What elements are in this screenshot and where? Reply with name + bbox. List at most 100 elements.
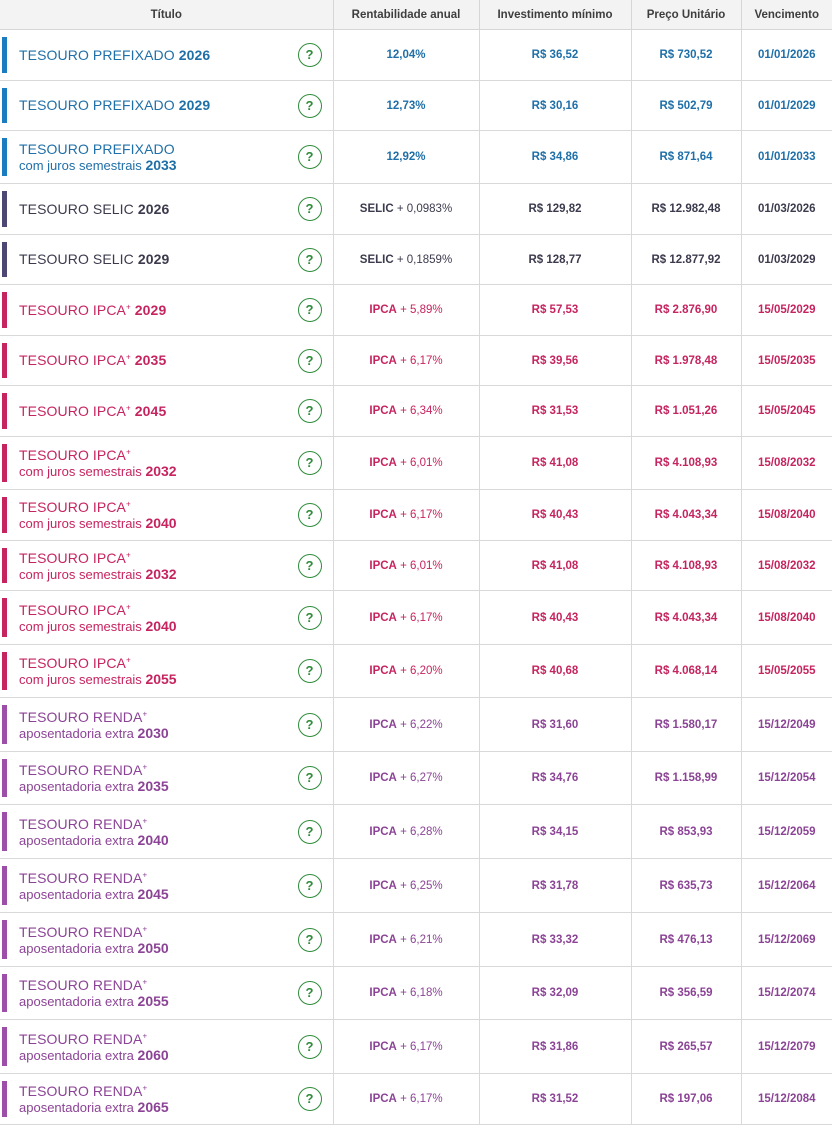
bond-title-cell[interactable]: TESOURO IPCA+ com juros semestrais 2040?	[0, 489, 334, 541]
bond-title-cell[interactable]: TESOURO IPCA+ com juros semestrais 2032?	[0, 540, 334, 591]
bond-title-cell[interactable]: TESOURO IPCA+ com juros semestrais 2032?	[0, 436, 334, 490]
bond-title-cell[interactable]: TESOURO RENDA+ aposentadoria extra 2030?	[0, 697, 334, 752]
category-color-bar	[2, 393, 7, 429]
bond-name: TESOURO PREFIXADO	[19, 141, 175, 157]
bond-year: 2040	[145, 515, 177, 531]
header-maturity[interactable]: Vencimento	[741, 0, 832, 30]
min-investment-cell: R$ 34,76	[479, 751, 632, 805]
help-question-icon[interactable]: ?	[297, 1087, 322, 1111]
help-question-icon[interactable]: ?	[297, 766, 322, 790]
maturity-cell: 15/05/2045	[741, 385, 832, 437]
help-question-icon[interactable]: ?	[297, 43, 322, 67]
category-color-bar	[2, 1027, 7, 1066]
table-row[interactable]: TESOURO SELIC 2029? SELIC + 0,1859% R$ 128…	[0, 234, 832, 285]
bond-title-cell[interactable]: TESOURO IPCA+ com juros semestrais 2040?	[0, 590, 334, 645]
table-row[interactable]: TESOURO IPCA+ com juros semestrais 2032? I…	[0, 540, 832, 591]
bond-title-cell[interactable]: TESOURO IPCA+ 2029?	[0, 284, 334, 336]
help-question-icon[interactable]: ?	[297, 712, 322, 737]
bond-subtitle: aposentadoria extra	[19, 725, 134, 741]
bond-title-cell[interactable]: TESOURO SELIC 2026?	[0, 183, 334, 235]
bond-title-cell[interactable]: TESOURO RENDA+ aposentadoria extra 2065?	[0, 1073, 334, 1125]
unit-price-cell: R$ 871,64	[631, 130, 742, 184]
table-row[interactable]: TESOURO IPCA+ com juros semestrais 2040? I…	[0, 590, 832, 645]
help-question-icon[interactable]: ?	[297, 1034, 322, 1059]
help-question-icon[interactable]: ?	[297, 927, 322, 952]
rate-value: + 5,89%	[396, 304, 443, 316]
table-row[interactable]: TESOURO RENDA+ aposentadoria extra 2050? I…	[0, 912, 832, 967]
header-rate[interactable]: Rentabilidade anual	[333, 0, 480, 30]
help-question-icon[interactable]: ?	[297, 605, 322, 630]
bond-title-cell[interactable]: TESOURO SELIC 2029?	[0, 234, 334, 285]
bond-name: TESOURO SELIC	[19, 200, 134, 217]
bond-year: 2035	[137, 778, 169, 794]
table-row[interactable]: TESOURO RENDA+ aposentadoria extra 2030? I…	[0, 697, 832, 752]
table-row[interactable]: TESOURO RENDA+ aposentadoria extra 2040? I…	[0, 804, 832, 859]
help-question-icon[interactable]: ?	[297, 819, 322, 844]
rate-cell: IPCA + 6,17%	[333, 489, 480, 541]
table-row[interactable]: TESOURO RENDA+ aposentadoria extra 2065? I…	[0, 1073, 832, 1125]
bond-subtitle-line: aposentadoria extra 2065	[19, 1100, 333, 1116]
table-row[interactable]: TESOURO SELIC 2026? SELIC + 0,0983% R$ 129…	[0, 183, 832, 235]
bond-title-cell[interactable]: TESOURO RENDA+ aposentadoria extra 2050?	[0, 912, 334, 967]
help-question-icon[interactable]: ?	[297, 981, 322, 1005]
bond-name-line: TESOURO RENDA+	[19, 1031, 333, 1048]
header-unit-price[interactable]: Preço Unitário	[631, 0, 742, 30]
bond-title-cell[interactable]: TESOURO PREFIXADO 2026?	[0, 29, 334, 81]
help-question-icon[interactable]: ?	[297, 348, 322, 373]
bond-title-cell[interactable]: TESOURO IPCA+ 2045?	[0, 385, 334, 437]
table-row[interactable]: TESOURO RENDA+ aposentadoria extra 2035? I…	[0, 751, 832, 805]
help-question-icon[interactable]: ?	[297, 247, 322, 272]
bond-name-line: TESOURO PREFIXADO 2029	[19, 97, 333, 114]
table-row[interactable]: TESOURO IPCA+ 2045? IPCA + 6,34% R$ 31,53 R…	[0, 385, 832, 437]
bond-title-cell[interactable]: TESOURO RENDA+ aposentadoria extra 2040?	[0, 804, 334, 859]
bond-title-cell[interactable]: TESOURO RENDA+ aposentadoria extra 2035?	[0, 751, 334, 805]
table-row[interactable]: TESOURO IPCA+ com juros semestrais 2055? I…	[0, 644, 832, 698]
table-row[interactable]: TESOURO IPCA+ com juros semestrais 2040? I…	[0, 489, 832, 541]
help-question-icon[interactable]: ?	[297, 873, 322, 898]
bond-name: TESOURO IPCA	[19, 601, 126, 618]
header-min-investment[interactable]: Investimento mínimo	[479, 0, 632, 30]
help-question-icon[interactable]: ?	[297, 298, 322, 322]
table-row[interactable]: TESOURO RENDA+ aposentadoria extra 2055? I…	[0, 966, 832, 1020]
rate-index: IPCA	[369, 665, 397, 677]
help-question-icon[interactable]: ?	[297, 503, 322, 527]
table-row[interactable]: TESOURO PREFIXADO 2029? 12,73% R$ 30,16 R$ …	[0, 80, 832, 131]
bond-title-cell[interactable]: TESOURO RENDA+ aposentadoria extra 2060?	[0, 1019, 334, 1074]
help-question-icon[interactable]: ?	[297, 451, 322, 475]
bond-title-cell[interactable]: TESOURO PREFIXADO 2029?	[0, 80, 334, 131]
bond-name-superscript: +	[126, 402, 131, 412]
min-investment-cell: R$ 41,08	[479, 436, 632, 490]
bond-title-cell[interactable]: TESOURO IPCA+ 2035?	[0, 335, 334, 386]
help-question-icon[interactable]: ?	[297, 145, 322, 169]
min-investment-cell: R$ 33,32	[479, 912, 632, 967]
bond-title-cell[interactable]: TESOURO IPCA+ com juros semestrais 2055?	[0, 644, 334, 698]
table-row[interactable]: TESOURO IPCA+ 2029? IPCA + 5,89% R$ 57,53 R…	[0, 284, 832, 336]
bond-title-cell[interactable]: TESOURO RENDA+ aposentadoria extra 2055?	[0, 966, 334, 1020]
bond-title-cell[interactable]: TESOURO PREFIXADO com juros semestrais 20…	[0, 130, 334, 184]
rate-value: + 6,25%	[396, 879, 443, 892]
table-row[interactable]: TESOURO IPCA+ com juros semestrais 2032? I…	[0, 436, 832, 490]
table-row[interactable]: TESOURO RENDA+ aposentadoria extra 2045? I…	[0, 858, 832, 913]
help-question-icon[interactable]: ?	[297, 197, 322, 221]
bond-title-cell[interactable]: TESOURO RENDA+ aposentadoria extra 2045?	[0, 858, 334, 913]
bond-year: 2040	[137, 831, 169, 848]
category-color-bar	[2, 598, 7, 637]
table-row[interactable]: TESOURO PREFIXADO com juros semestrais 20…	[0, 130, 832, 184]
help-question-icon[interactable]: ?	[297, 659, 322, 683]
help-question-icon[interactable]: ?	[297, 93, 322, 118]
min-investment-cell: R$ 36,52	[479, 29, 632, 81]
bond-name: TESOURO RENDA	[19, 815, 143, 832]
table-row[interactable]: TESOURO RENDA+ aposentadoria extra 2060? I…	[0, 1019, 832, 1074]
category-color-bar	[2, 138, 7, 176]
category-color-bar	[2, 37, 7, 73]
table-row[interactable]: TESOURO PREFIXADO 2026? 12,04% R$ 36,52 R$ …	[0, 29, 832, 81]
bond-name-superscript: +	[142, 869, 148, 879]
maturity-cell: 01/01/2029	[741, 80, 832, 131]
help-question-icon[interactable]: ?	[297, 553, 322, 578]
table-row[interactable]: TESOURO IPCA+ 2035? IPCA + 6,17% R$ 39,56 R…	[0, 335, 832, 386]
bond-name-line: TESOURO IPCA+	[19, 602, 333, 619]
help-question-icon[interactable]: ?	[297, 399, 322, 423]
maturity-cell: 15/08/2040	[741, 590, 832, 645]
header-title[interactable]: Título	[0, 0, 334, 30]
